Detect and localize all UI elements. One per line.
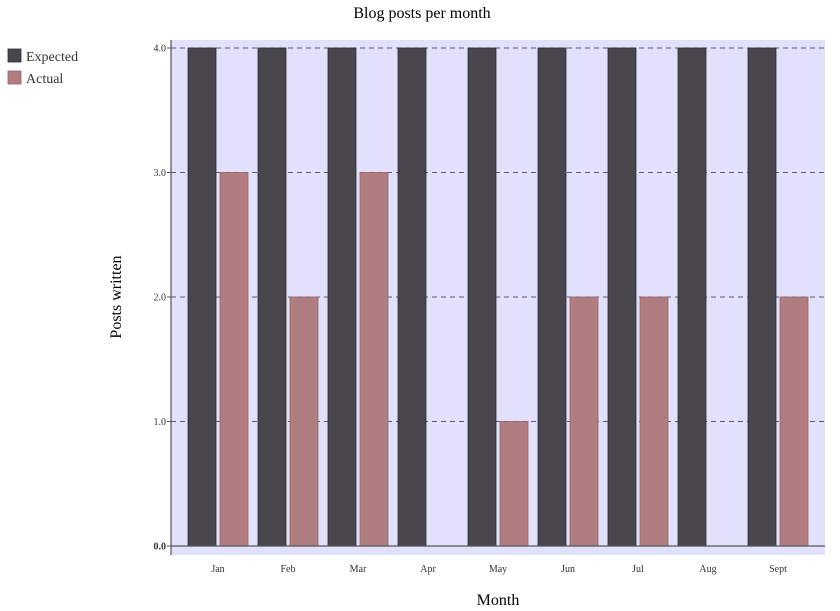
bar-actual-sept: [779, 296, 809, 547]
x-tick-label: Feb: [281, 564, 296, 575]
x-tick-label: Jan: [211, 564, 224, 575]
x-tick-label: Jul: [632, 564, 644, 575]
x-tick-label: Apr: [420, 564, 436, 575]
bar-actual-feb: [289, 296, 319, 547]
y-tick-label: 2.0: [154, 293, 167, 304]
chart-title: Blog posts per month: [353, 5, 490, 22]
legend: Expected Actual: [7, 48, 78, 87]
y-tick-label: 0.0: [154, 542, 167, 553]
bar-actual-jul: [639, 296, 669, 547]
bar-expected-mar: [327, 47, 357, 547]
legend-swatch-expected: [7, 48, 22, 63]
legend-label-expected: Expected: [26, 50, 78, 65]
bar-actual-may: [499, 421, 529, 547]
bars: [187, 47, 809, 547]
y-tick-label: 1.0: [154, 417, 167, 428]
x-tick-labels: Jan Feb Mar Apr May Jun Jul Aug Sept: [211, 564, 787, 575]
bar-expected-feb: [257, 47, 287, 547]
bar-expected-may: [467, 47, 497, 547]
x-tick-label: Aug: [699, 564, 716, 575]
bar-expected-jan: [187, 47, 217, 547]
legend-label-actual: Actual: [26, 72, 63, 87]
bar-actual-mar: [359, 172, 389, 547]
y-tick-label: 4.0: [154, 44, 167, 55]
bar-expected-jul: [607, 47, 637, 547]
bar-expected-aug: [677, 47, 707, 547]
bar-expected-apr: [397, 47, 427, 547]
y-tick-label: 3.0: [154, 168, 167, 179]
x-axis-label: Month: [477, 592, 520, 609]
y-axis-label: Posts written: [108, 255, 125, 338]
legend-swatch-actual: [7, 70, 22, 85]
bar-actual-jan: [219, 172, 249, 547]
bar-expected-jun: [537, 47, 567, 547]
bar-actual-jun: [569, 296, 599, 547]
bar-expected-sept: [747, 47, 777, 547]
y-tick-labels: 0.0 1.0 2.0 3.0 4.0: [154, 44, 171, 553]
x-tick-label: May: [489, 564, 507, 575]
x-tick-label: Sept: [769, 564, 787, 575]
x-tick-label: Mar: [350, 564, 367, 575]
x-tick-label: Jun: [561, 564, 575, 575]
